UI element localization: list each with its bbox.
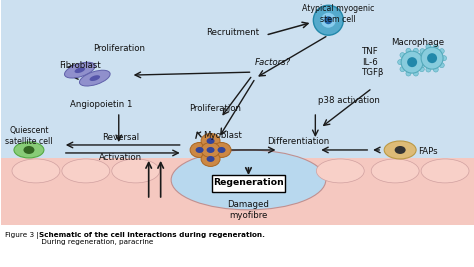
Bar	[1, 225, 474, 267]
Ellipse shape	[12, 159, 60, 183]
Ellipse shape	[321, 13, 336, 28]
Ellipse shape	[398, 60, 402, 65]
Ellipse shape	[80, 70, 110, 86]
Ellipse shape	[418, 56, 423, 61]
Text: Reversal: Reversal	[102, 134, 139, 143]
Ellipse shape	[421, 60, 427, 65]
Ellipse shape	[212, 143, 231, 158]
Ellipse shape	[427, 53, 437, 63]
FancyBboxPatch shape	[211, 175, 285, 192]
Text: Factors?: Factors?	[255, 58, 291, 67]
Ellipse shape	[218, 147, 226, 153]
Text: Proliferation: Proliferation	[93, 44, 145, 53]
Ellipse shape	[426, 44, 431, 49]
Ellipse shape	[400, 53, 405, 58]
Ellipse shape	[395, 146, 406, 154]
Ellipse shape	[406, 71, 411, 76]
Text: Recruitment: Recruitment	[206, 28, 259, 37]
Ellipse shape	[201, 151, 220, 166]
Ellipse shape	[420, 63, 425, 68]
Text: Macrophage: Macrophage	[392, 38, 445, 47]
Ellipse shape	[207, 156, 215, 162]
Ellipse shape	[207, 147, 215, 153]
Text: p38 activation: p38 activation	[319, 96, 380, 105]
Ellipse shape	[406, 48, 411, 53]
Ellipse shape	[407, 57, 417, 67]
Ellipse shape	[196, 147, 203, 153]
Text: Activation: Activation	[99, 154, 142, 162]
Text: FAPs: FAPs	[418, 147, 438, 156]
Text: During regeneration, paracrine: During regeneration, paracrine	[39, 239, 153, 245]
Ellipse shape	[190, 143, 209, 158]
Ellipse shape	[62, 159, 110, 183]
Text: Regeneration: Regeneration	[213, 178, 284, 187]
Ellipse shape	[420, 49, 425, 54]
Ellipse shape	[316, 159, 364, 183]
Ellipse shape	[171, 150, 326, 210]
Ellipse shape	[433, 67, 438, 72]
Bar	[1, 158, 474, 225]
Ellipse shape	[413, 48, 419, 53]
Ellipse shape	[201, 143, 220, 158]
Text: Proliferation: Proliferation	[190, 104, 242, 113]
Text: Schematic of the cell interactions during regeneration.: Schematic of the cell interactions durin…	[39, 232, 265, 238]
Ellipse shape	[433, 44, 438, 49]
Ellipse shape	[400, 67, 405, 72]
Text: Differentiation: Differentiation	[267, 138, 329, 147]
Ellipse shape	[421, 159, 469, 183]
Ellipse shape	[313, 5, 343, 35]
Text: Quiescent
satellite cell: Quiescent satellite cell	[5, 126, 53, 146]
Ellipse shape	[90, 75, 100, 81]
Ellipse shape	[426, 67, 431, 72]
Ellipse shape	[439, 63, 444, 68]
Ellipse shape	[442, 56, 447, 61]
Ellipse shape	[14, 142, 44, 158]
Ellipse shape	[421, 47, 443, 69]
Ellipse shape	[207, 138, 215, 144]
Ellipse shape	[401, 51, 423, 73]
Ellipse shape	[112, 159, 160, 183]
Ellipse shape	[419, 53, 424, 58]
Text: TNF
IL-6
TGFβ: TNF IL-6 TGFβ	[362, 47, 384, 77]
Text: Atypical myogenic
stem cell: Atypical myogenic stem cell	[302, 4, 374, 24]
Ellipse shape	[64, 62, 95, 78]
Bar	[1, 0, 474, 225]
Text: Angiopoietin 1: Angiopoietin 1	[70, 100, 132, 109]
Text: Damaged
myofibre: Damaged myofibre	[228, 200, 269, 219]
Ellipse shape	[439, 49, 444, 54]
Ellipse shape	[23, 146, 35, 154]
Ellipse shape	[74, 67, 85, 73]
Text: Fibroblast: Fibroblast	[59, 61, 100, 70]
Ellipse shape	[371, 159, 419, 183]
Text: Myoblast: Myoblast	[203, 131, 242, 140]
Ellipse shape	[419, 67, 424, 72]
Text: Figure 3 |: Figure 3 |	[5, 232, 39, 239]
Ellipse shape	[324, 16, 332, 24]
Ellipse shape	[413, 71, 419, 76]
Ellipse shape	[384, 141, 416, 159]
Ellipse shape	[201, 134, 220, 148]
